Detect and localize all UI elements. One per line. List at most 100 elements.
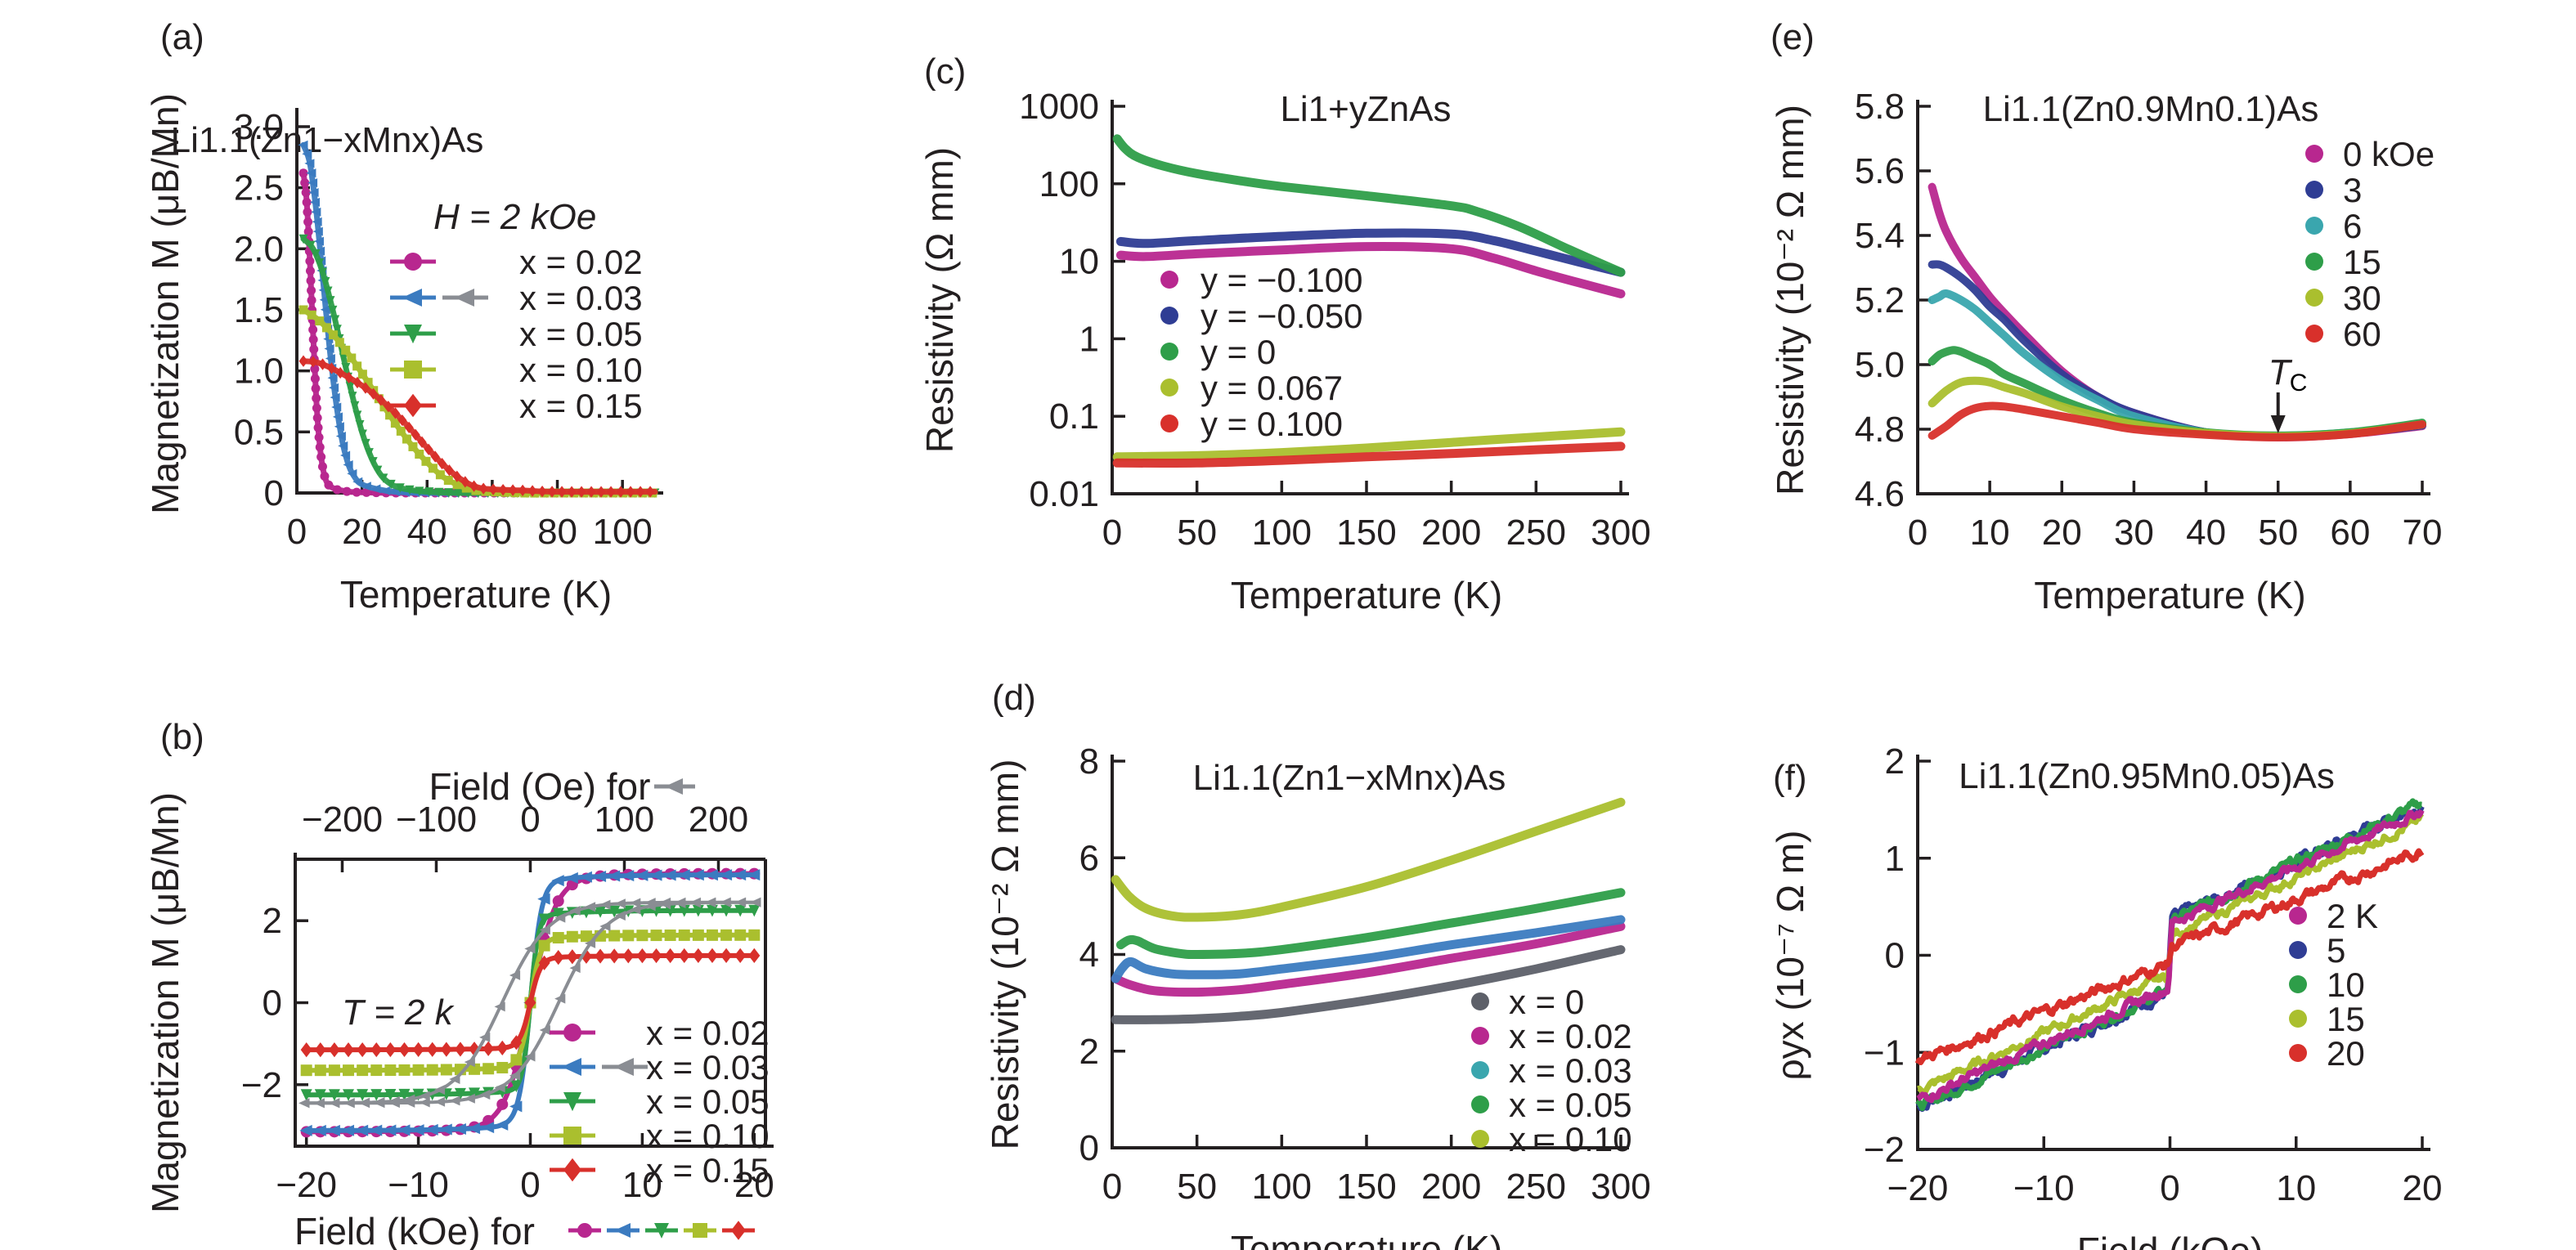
y-tick-label: 6 [1079, 838, 1099, 878]
legend-marker [404, 393, 422, 418]
series-line-x-0-05 [1115, 888, 1626, 959]
data-marker [312, 217, 322, 226]
y-tick-label: 4.6 [1855, 474, 1905, 514]
data-marker [496, 1061, 509, 1073]
data-marker [370, 484, 381, 494]
legend-item: x = 0.05 [390, 315, 643, 353]
data-marker [434, 487, 444, 498]
data-marker [325, 296, 335, 306]
data-marker [332, 412, 343, 422]
y-tick-label: 1 [1079, 319, 1099, 359]
data-marker [310, 364, 320, 374]
data-marker [664, 948, 676, 964]
legend-marker [614, 1223, 631, 1238]
data-marker [408, 441, 418, 451]
x-tick-label: 300 [1591, 513, 1650, 553]
y-tick-label: 0 [264, 473, 284, 513]
data-marker [635, 869, 648, 881]
y-tick-label: 5.8 [1855, 87, 1905, 127]
data-marker [689, 897, 701, 907]
data-marker [308, 325, 318, 334]
y-tick-label: 8 [1079, 741, 1099, 782]
legend-marker [563, 1024, 581, 1042]
x-tick-label: 0 [1908, 513, 1928, 553]
data-marker [426, 1042, 438, 1057]
data-marker [300, 178, 310, 188]
legend-item: x = 0.15 [390, 387, 643, 425]
data-marker [312, 403, 321, 413]
data-marker [384, 1089, 397, 1101]
y-tick-label: 0 [263, 983, 282, 1024]
data-marker [376, 394, 386, 406]
data-marker [426, 1064, 438, 1076]
x-tick-label: 20 [2042, 513, 2082, 553]
data-marker [635, 486, 645, 498]
data-marker [527, 485, 537, 497]
data-marker [385, 410, 395, 420]
y-tick-label: 0.1 [1049, 397, 1099, 437]
data-marker [390, 419, 400, 428]
data-marker [449, 1074, 460, 1085]
data-marker [599, 899, 611, 910]
data-marker [343, 1042, 355, 1058]
legend-marker [563, 1092, 581, 1112]
data-marker [614, 898, 626, 909]
data-marker [298, 168, 308, 178]
data-marker [339, 353, 348, 363]
data-marker [415, 486, 424, 496]
legend-marker [563, 1127, 581, 1145]
legend-marker [2305, 253, 2323, 271]
data-marker [539, 1025, 550, 1036]
legend-item: 15 [2305, 243, 2381, 281]
legend-marker [2289, 907, 2307, 925]
legend-marker [2305, 217, 2323, 235]
x-tick-label: 20 [734, 1165, 774, 1205]
data-marker [706, 948, 718, 963]
legend-marker [2289, 941, 2307, 959]
data-marker [622, 930, 635, 942]
data-marker [720, 948, 733, 963]
data-marker [509, 1070, 521, 1081]
data-marker [569, 963, 581, 974]
data-marker [310, 374, 320, 383]
data-marker [307, 310, 316, 320]
data-marker [335, 366, 345, 379]
data-marker [396, 426, 406, 436]
data-marker [566, 949, 578, 965]
data-marker [298, 305, 308, 315]
series-line-y-0-100 [1115, 242, 1626, 298]
field-annotation: H = 2 kOe [433, 197, 596, 237]
data-marker [343, 1097, 355, 1108]
y-tick-label: 1 [1885, 839, 1905, 879]
data-marker [355, 419, 365, 430]
y-axis-title: ρyx (10⁻⁷ Ω m) [1769, 831, 1811, 1081]
data-marker [677, 869, 690, 881]
legend-item: 5 [2289, 931, 2345, 970]
x-tick-label: 0 [2160, 1168, 2179, 1208]
data-marker [498, 484, 508, 496]
legend-marker [1471, 1061, 1489, 1079]
data-marker [464, 1093, 475, 1104]
x-tick-label: 70 [2403, 513, 2443, 553]
legend-marker [2305, 145, 2323, 163]
data-marker [326, 362, 336, 374]
legend-item: x = 0.03 [1471, 1051, 1632, 1090]
legend-marker [1160, 307, 1178, 325]
data-marker [315, 258, 325, 268]
data-marker [302, 197, 312, 207]
x-axis-title: Field (kOe) [2077, 1230, 2263, 1250]
panel-label: (a) [160, 17, 204, 57]
legend-label: x = 0.02 [646, 1014, 770, 1052]
data-marker [321, 315, 332, 325]
y-tick-label: 4 [1079, 935, 1099, 975]
top-x-tick-label: −200 [302, 800, 383, 840]
data-marker [565, 871, 578, 884]
legend-marker [2289, 1010, 2307, 1028]
data-marker [650, 948, 662, 964]
x-tick-label: 10 [622, 1165, 662, 1205]
data-marker [678, 904, 690, 917]
data-marker [734, 897, 747, 907]
legend-label: 60 [2343, 315, 2381, 353]
